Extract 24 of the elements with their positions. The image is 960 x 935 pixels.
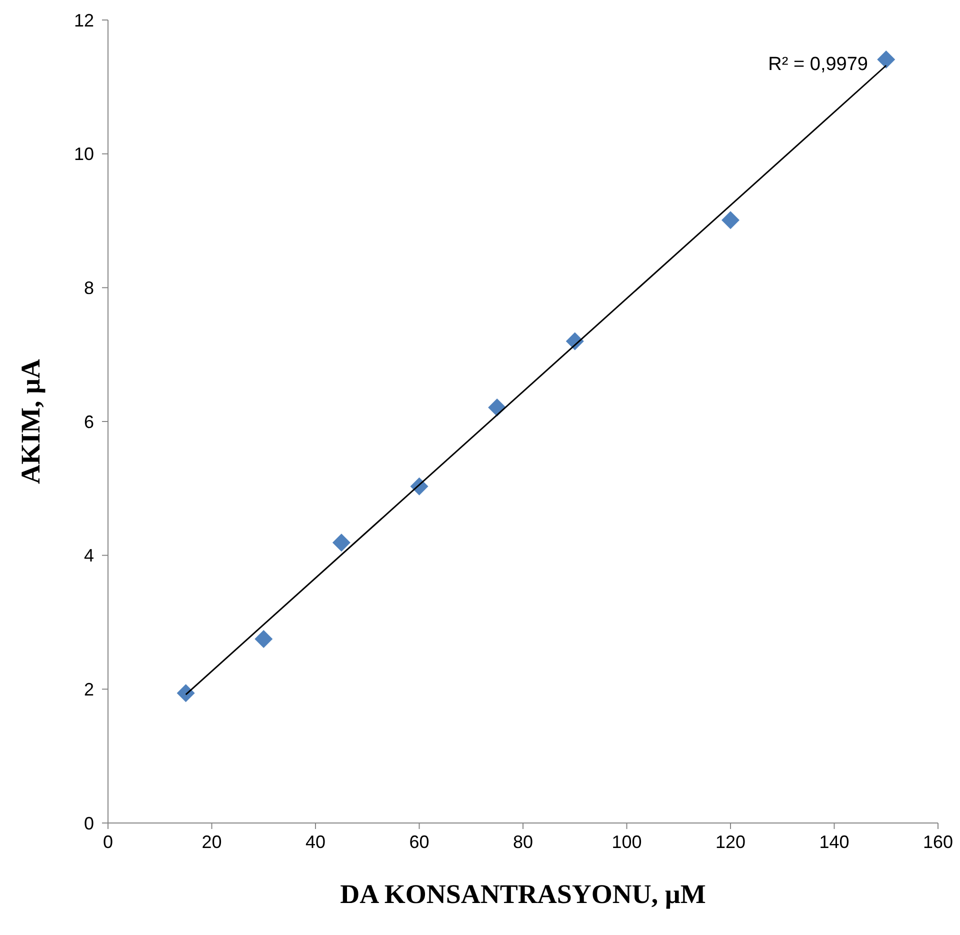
point bbox=[332, 534, 350, 552]
point bbox=[722, 211, 740, 230]
x-tick-label: 140 bbox=[819, 832, 850, 852]
point bbox=[877, 50, 896, 68]
x-axis-title: DA KONSANTRASYONU, µM bbox=[340, 879, 706, 909]
y-tick-label: 4 bbox=[84, 546, 94, 566]
x-tick-label: 120 bbox=[715, 832, 746, 852]
y-tick-label: 6 bbox=[84, 412, 94, 432]
x-tick-label: 20 bbox=[202, 832, 222, 852]
x-tick-label: 100 bbox=[612, 832, 642, 852]
y-tick-label: 10 bbox=[74, 144, 94, 164]
y-tick-label: 2 bbox=[84, 680, 94, 700]
point bbox=[176, 684, 195, 702]
y-axis-title: AKIM, µA bbox=[16, 358, 46, 484]
y-tick-label: 0 bbox=[84, 813, 94, 834]
y-tick-label: 12 bbox=[74, 10, 94, 30]
x-tick-label: 0 bbox=[102, 832, 114, 852]
y-tick-label: 8 bbox=[84, 278, 94, 298]
x-tick-label: 160 bbox=[922, 832, 954, 852]
point bbox=[254, 630, 273, 648]
x-tick-label: 60 bbox=[409, 832, 430, 852]
x-tick-label: 40 bbox=[305, 832, 326, 852]
x-tick-label: 80 bbox=[512, 832, 534, 852]
annotation: R² = 0,9979 bbox=[768, 54, 868, 75]
